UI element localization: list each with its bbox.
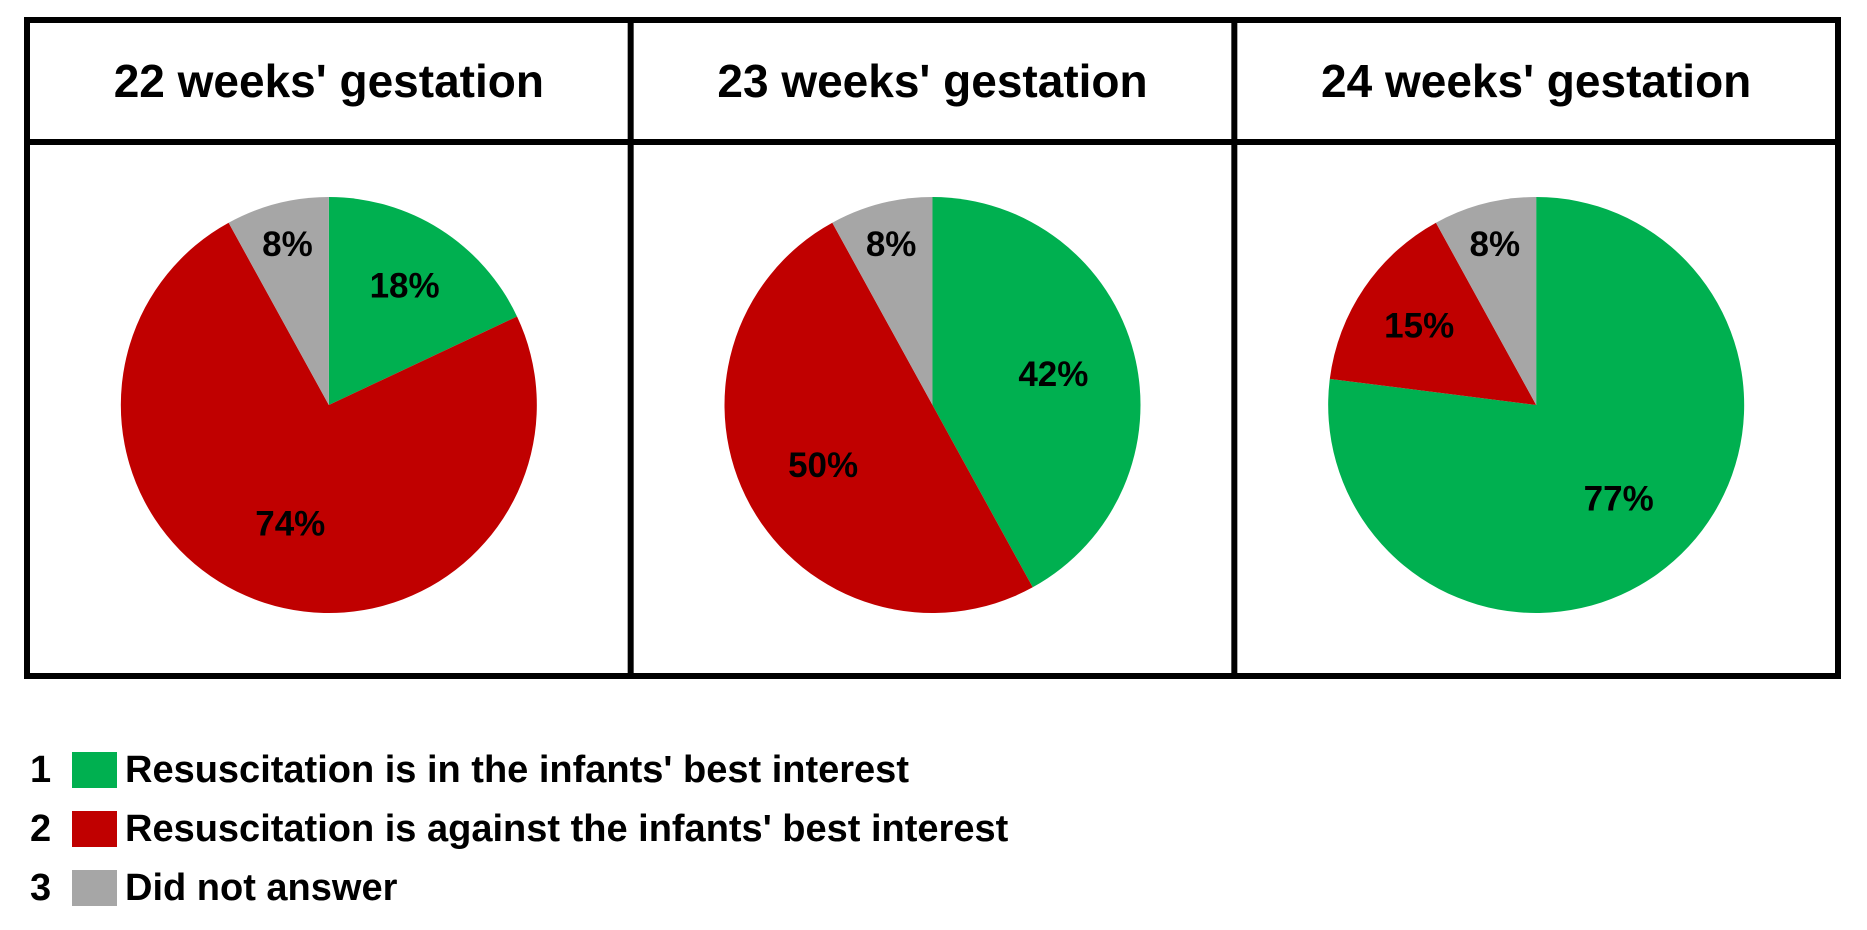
slice-label: 8% (262, 225, 313, 264)
legend-item-3: 3 Did not answer (30, 858, 1008, 917)
slice-label: 8% (1469, 225, 1520, 264)
slice-label: 74% (255, 505, 325, 544)
panel-title: 24 weeks' gestation (1321, 55, 1751, 107)
legend-label: Did not answer (125, 866, 398, 909)
pie-slice-3 (832, 197, 933, 405)
legend: 1 Resuscitation is in the infants' best … (30, 740, 1008, 917)
panel-title: 23 weeks' gestation (717, 55, 1147, 107)
pie-panel-2: 23 weeks' gestation 42% 50% 8% (717, 55, 1148, 613)
legend-label: Resuscitation is in the infants' best in… (125, 748, 909, 791)
slice-label: 18% (370, 267, 440, 306)
pie-panel-1: 22 weeks' gestation 18% 74% 8% (114, 55, 544, 613)
legend-swatch-gray (72, 869, 117, 906)
legend-label: Resuscitation is against the infants' be… (125, 807, 1009, 850)
pie-slice-3 (228, 197, 329, 405)
legend-number: 3 (30, 866, 52, 909)
legend-item-2: 2 Resuscitation is against the infants' … (30, 799, 1008, 858)
slice-label: 42% (1018, 355, 1088, 394)
pie-slice-1 (932, 197, 1141, 588)
pie-slice-2 (120, 222, 537, 613)
legend-swatch-green (72, 751, 117, 788)
panel-title: 22 weeks' gestation (114, 55, 544, 107)
pie-slice-2 (724, 222, 1033, 613)
pie-slice-1 (1328, 197, 1745, 613)
legend-number: 2 (30, 807, 52, 850)
slice-label: 77% (1584, 480, 1654, 519)
legend-number: 1 (30, 748, 52, 791)
slice-label: 15% (1384, 306, 1454, 345)
pie-slice-3 (1435, 197, 1537, 405)
pie-panel-3: 24 weeks' gestation 77% 15% 8% (1321, 55, 1751, 613)
legend-item-1: 1 Resuscitation is in the infants' best … (30, 740, 1008, 799)
panel-frame (24, 17, 1841, 679)
slice-label: 8% (866, 225, 917, 264)
pie-slice-2 (1329, 222, 1537, 405)
legend-swatch-red (72, 810, 117, 847)
pie-slice-1 (328, 197, 518, 405)
slice-label: 50% (788, 446, 858, 485)
